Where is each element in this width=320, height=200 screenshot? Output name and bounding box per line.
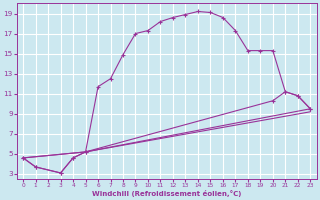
X-axis label: Windchill (Refroidissement éolien,°C): Windchill (Refroidissement éolien,°C) <box>92 190 241 197</box>
